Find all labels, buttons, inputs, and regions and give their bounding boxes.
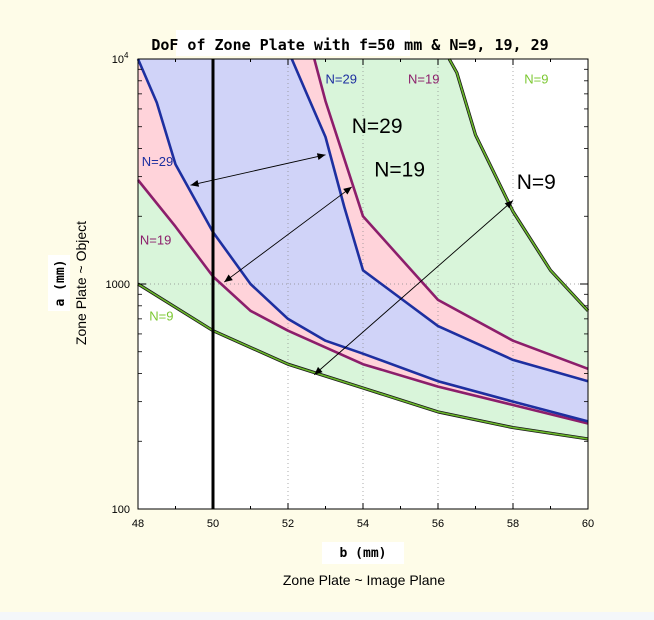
y-axis-label: a (mm): [53, 260, 68, 307]
arrow-2-shaft: [313, 200, 514, 376]
line-n19-upper: [313, 58, 589, 371]
line-n29-upper: [290, 58, 589, 383]
arrow-0-head-start: [190, 180, 200, 187]
x-tick-label-58: 58: [507, 518, 519, 530]
line-n19-lower: [136, 179, 589, 425]
series-label-n29: N=29: [326, 71, 357, 86]
arrow-1-head-end: [343, 186, 352, 195]
x-tick-label-50: 50: [207, 518, 219, 530]
arrow-2-head-end: [504, 200, 513, 209]
series-lines: [136, 58, 590, 509]
x-axis-label: b (mm): [340, 546, 387, 561]
y-axis-sublabel: Zone Plate ~ Object: [73, 221, 89, 345]
series-label-n19-large: N=19: [374, 159, 425, 182]
arrow-0-shaft: [190, 154, 326, 186]
y-tick-label-10000: 10: [112, 54, 124, 66]
series-labels: N=29 N=19 N=9 N=29 N=19 N=9 N=29 N=19 N=9: [140, 71, 556, 323]
xlabel-box: [322, 542, 404, 564]
axes: 48 50 52 54 56 58 60 10 4 1000 100: [106, 51, 595, 530]
x-tick-label-48: 48: [132, 518, 144, 530]
series-label-n19: N=19: [140, 232, 171, 247]
x-axis-sublabel: Zone Plate ~ Image Plane: [283, 572, 445, 588]
title-box: [176, 30, 410, 56]
y-tick-exponent: 4: [124, 51, 129, 60]
line-n29-lower: [136, 58, 589, 423]
series-label-n29: N=29: [142, 154, 173, 169]
chart-title: DoF of Zone Plate with f=50 mm & N=9, 19…: [151, 36, 548, 54]
series-label-n19: N=19: [408, 71, 439, 86]
x-tick-label-60: 60: [582, 518, 594, 530]
arrow-0-head-end: [316, 153, 326, 160]
x-tick-label-52: 52: [282, 518, 294, 530]
y-tick-label-1000: 1000: [106, 279, 130, 291]
arrow-1-shaft: [223, 186, 353, 283]
arrows: [190, 153, 514, 376]
x-tick-label-54: 54: [357, 518, 369, 530]
fill-n29: [138, 59, 588, 422]
y-tick-label-100: 100: [112, 504, 130, 516]
arrow-1-head-start: [224, 274, 233, 283]
arrow-2-head-start: [314, 366, 323, 375]
series-label-n9: N=9: [524, 71, 548, 86]
series-label-n9: N=9: [149, 308, 173, 323]
x-tick-label-56: 56: [432, 518, 444, 530]
ylabel-box: [48, 255, 70, 311]
y-axis-label-group: a (mm) Zone Plate ~ Object: [48, 221, 89, 345]
line-n9-upper: [448, 58, 589, 312]
series-label-n29-large: N=29: [352, 115, 403, 138]
series-label-n9-large: N=9: [517, 171, 556, 194]
